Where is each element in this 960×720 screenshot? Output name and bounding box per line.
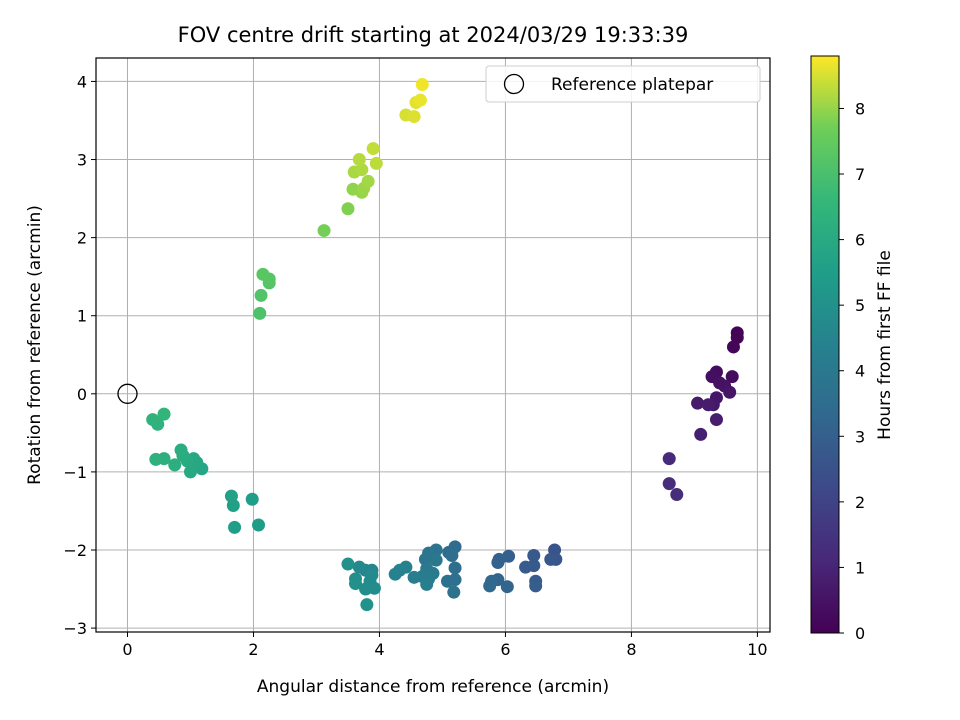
data-point — [445, 548, 459, 562]
x-tick-label: 6 — [500, 640, 510, 659]
data-point — [355, 163, 369, 177]
data-point — [253, 306, 267, 320]
data-point — [529, 579, 543, 593]
y-ticks: −3 −2 −1 0 1 2 3 4 — [63, 72, 96, 638]
legend-box — [485, 65, 761, 103]
data-point — [146, 413, 160, 427]
colorbar-tick-label: 2 — [855, 493, 865, 512]
data-point — [447, 585, 461, 599]
x-tick-label: 8 — [626, 640, 636, 659]
data-point — [388, 567, 402, 581]
data-point — [349, 577, 363, 591]
data-point — [407, 570, 421, 584]
colorbar-tick-label: 8 — [855, 99, 865, 118]
legend-label: Reference platepar — [551, 75, 713, 95]
chart-title: FOV centre drift starting at 2024/03/29 … — [178, 23, 689, 47]
legend: Reference platepar — [485, 65, 761, 103]
data-point — [527, 548, 541, 562]
colorbar: 0 1 2 3 4 5 6 7 8 Hours from first FF file — [810, 55, 895, 643]
reference-platepar-marker — [117, 383, 138, 404]
data-point — [709, 413, 723, 427]
plot-frame — [95, 57, 771, 633]
colorbar-ticks: 0 1 2 3 4 5 6 7 8 — [839, 99, 865, 643]
data-point — [183, 465, 197, 479]
y-tick-label: 2 — [77, 229, 87, 248]
data-point — [429, 553, 443, 567]
data-point — [256, 267, 270, 281]
data-point — [723, 385, 737, 399]
data-point — [224, 489, 238, 503]
data-point — [701, 398, 715, 412]
data-point — [352, 560, 366, 574]
data-point — [415, 78, 429, 92]
data-point — [157, 407, 171, 421]
data-point — [359, 582, 373, 596]
reference-point — [117, 383, 138, 404]
data-point — [420, 577, 434, 591]
data-point — [491, 555, 505, 569]
data-point — [149, 452, 163, 466]
data-point — [360, 598, 374, 612]
data-point — [662, 452, 676, 466]
data-point — [317, 224, 331, 238]
data-point — [407, 110, 421, 124]
x-tick-label: 4 — [374, 640, 384, 659]
data-point — [168, 458, 182, 472]
data-point — [413, 93, 427, 107]
data-point — [483, 579, 497, 593]
data-point — [726, 340, 740, 354]
colorbar-tick-label: 1 — [855, 558, 865, 577]
colorbar-tick-label: 7 — [855, 165, 865, 184]
data-point — [369, 156, 383, 170]
data-point — [544, 552, 558, 566]
y-tick-label: 4 — [77, 72, 87, 91]
data-point — [361, 174, 375, 188]
y-tick-label: 1 — [77, 307, 87, 326]
data-point — [519, 560, 533, 574]
x-tick-label: 2 — [248, 640, 258, 659]
data-point — [341, 557, 355, 571]
colorbar-tick-label: 3 — [855, 427, 865, 446]
data-point — [366, 142, 380, 156]
legend-marker — [503, 73, 525, 95]
colorbar-label: Hours from first FF file — [875, 250, 895, 440]
data-point — [670, 488, 684, 502]
colorbar-tick-label: 6 — [855, 231, 865, 250]
x-ticks: 0 2 4 6 8 10 — [122, 632, 768, 659]
data-point — [694, 427, 708, 441]
data-point — [174, 443, 188, 457]
data-point — [254, 288, 268, 302]
data-point — [691, 396, 705, 410]
x-axis-label: Angular distance from reference (arcmin) — [257, 677, 609, 697]
y-tick-label: −1 — [63, 463, 87, 482]
data-point — [440, 574, 454, 588]
data-point — [352, 153, 366, 167]
y-tick-label: −2 — [63, 541, 87, 560]
colorbar-gradient — [810, 55, 840, 634]
y-tick-label: 0 — [77, 385, 87, 404]
colorbar-tick-label: 5 — [855, 296, 865, 315]
y-tick-label: −3 — [63, 619, 87, 638]
x-tick-label: 10 — [747, 640, 767, 659]
data-points — [146, 78, 744, 612]
data-point — [448, 561, 462, 575]
colorbar-tick-label: 4 — [855, 362, 865, 381]
data-point — [228, 520, 242, 534]
data-point — [252, 518, 266, 532]
data-point — [341, 202, 355, 216]
y-axis-label: Rotation from reference (arcmin) — [25, 205, 45, 485]
data-point — [245, 492, 259, 506]
y-tick-label: 3 — [77, 151, 87, 170]
x-tick-label: 0 — [122, 640, 132, 659]
data-point — [662, 477, 676, 491]
data-point — [725, 370, 739, 384]
colorbar-tick-label: 0 — [855, 624, 865, 643]
data-point — [500, 580, 514, 594]
